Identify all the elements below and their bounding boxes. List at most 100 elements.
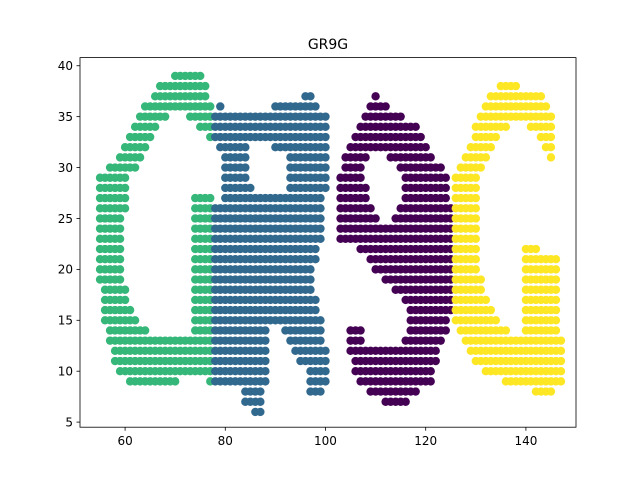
data-point	[491, 132, 501, 142]
data-point	[481, 295, 491, 305]
data-point	[501, 122, 511, 132]
data-point	[160, 112, 170, 121]
data-point	[441, 316, 450, 325]
data-point	[551, 285, 561, 294]
data-point	[311, 295, 320, 305]
data-point	[471, 265, 480, 274]
data-point	[206, 102, 215, 111]
data-point	[321, 122, 330, 132]
data-point	[436, 336, 445, 345]
data-point	[476, 275, 486, 284]
data-point	[316, 316, 325, 325]
data-point	[501, 326, 511, 335]
data-point	[531, 244, 541, 254]
data-point	[311, 244, 320, 254]
data-point	[411, 122, 420, 132]
data-point	[471, 234, 480, 244]
data-point	[396, 112, 405, 121]
data-point	[551, 265, 561, 274]
data-point	[321, 112, 330, 121]
data-point	[551, 326, 561, 335]
data-point	[170, 377, 180, 386]
y-tick-label: 5	[65, 415, 73, 429]
data-point	[261, 377, 270, 386]
data-point	[411, 387, 420, 396]
data-point	[546, 132, 556, 142]
series-0	[95, 71, 215, 386]
data-point	[421, 143, 430, 152]
data-point	[476, 285, 486, 294]
x-tick-label: 120	[414, 434, 437, 448]
data-point	[135, 153, 145, 162]
data-point	[241, 163, 250, 172]
data-point	[115, 244, 125, 254]
data-point	[321, 143, 330, 152]
data-point	[306, 285, 315, 294]
data-point	[371, 214, 380, 223]
data-point	[321, 183, 330, 193]
data-point	[361, 153, 370, 162]
data-point	[381, 102, 390, 111]
data-point	[486, 143, 496, 152]
data-point	[546, 387, 556, 396]
data-point	[130, 316, 140, 325]
data-point	[316, 214, 325, 223]
data-point	[556, 336, 566, 345]
y-axis: 5 10 15 20 25 30 35 40	[58, 59, 80, 429]
data-point	[321, 153, 330, 162]
data-point	[256, 397, 265, 406]
data-point	[481, 153, 491, 162]
data-point	[556, 377, 566, 386]
data-point	[115, 234, 125, 244]
data-point	[261, 356, 270, 366]
data-point	[401, 397, 410, 406]
data-point	[256, 407, 265, 417]
data-point	[321, 377, 330, 386]
data-point	[316, 234, 325, 244]
data-point	[361, 183, 370, 193]
data-point	[471, 173, 480, 182]
data-point	[471, 193, 480, 203]
data-point	[546, 112, 556, 121]
data-point	[306, 275, 315, 284]
y-tick-label: 40	[58, 59, 73, 73]
data-point	[120, 193, 130, 203]
data-point	[551, 295, 561, 305]
x-tick-label: 60	[117, 434, 132, 448]
data-point	[536, 92, 546, 101]
data-point	[120, 285, 130, 294]
data-point	[556, 346, 566, 356]
data-point	[261, 326, 270, 335]
x-tick-label: 100	[314, 434, 337, 448]
data-point	[196, 71, 205, 81]
data-point	[241, 173, 250, 182]
series-3	[451, 81, 566, 396]
data-point	[145, 132, 155, 142]
data-point	[241, 153, 250, 162]
data-point	[256, 387, 265, 396]
plot-frame	[79, 57, 577, 428]
series-2	[336, 92, 455, 406]
data-point	[140, 326, 150, 335]
data-point	[551, 275, 561, 284]
data-point	[491, 316, 501, 325]
x-tick-label: 140	[514, 434, 537, 448]
data-point	[436, 163, 445, 172]
data-point	[356, 326, 365, 335]
data-point	[120, 204, 130, 213]
data-point	[426, 367, 435, 376]
y-tick-label: 30	[58, 161, 73, 175]
data-point	[511, 81, 521, 91]
data-point	[306, 92, 315, 101]
data-point	[120, 295, 130, 305]
y-tick-label: 25	[58, 212, 73, 226]
data-point	[206, 193, 215, 203]
data-point	[241, 143, 250, 152]
data-point	[361, 193, 370, 203]
y-tick-label: 35	[58, 110, 73, 124]
data-point	[426, 377, 435, 386]
data-point	[366, 204, 375, 213]
data-point	[556, 367, 566, 376]
data-point	[216, 102, 225, 111]
